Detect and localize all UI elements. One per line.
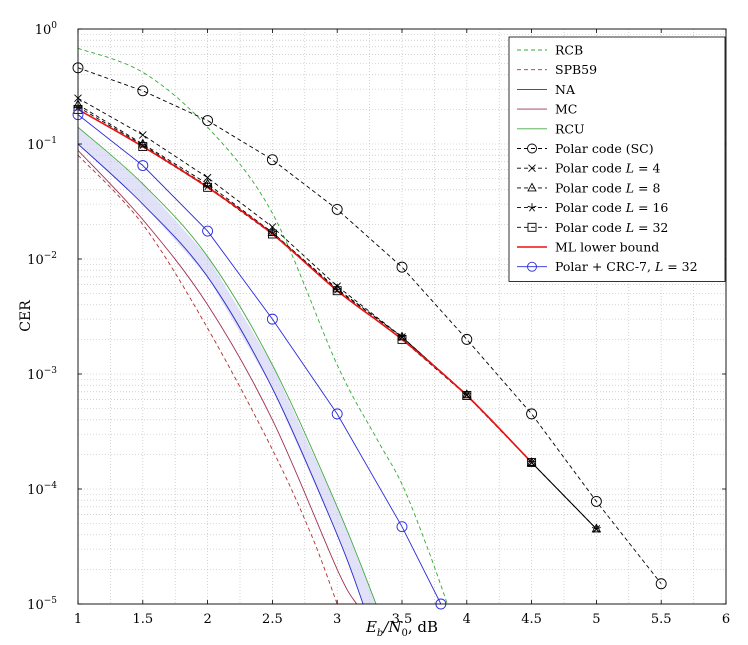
legend-label-rcb: RCB — [555, 43, 583, 58]
legend-label-rcu: RCU — [555, 121, 585, 136]
series-line-rcb — [78, 47, 448, 604]
marker-polar-code-l-32 — [527, 458, 537, 467]
marker-polar-code-l-4 — [138, 131, 147, 139]
x-axis-label: Eb/N0, dB — [365, 618, 438, 639]
x-tick-label: 5.5 — [651, 612, 672, 627]
legend-marker-polar-code-l-8 — [527, 182, 537, 192]
legend-label-polar-crc-7-l-32: Polar + CRC-7, L = 32 — [555, 259, 698, 274]
marker-polar-code-sc — [137, 85, 149, 97]
x-label-e: E — [365, 618, 377, 636]
x-label-n: /N — [381, 618, 402, 636]
marker-polar-code-sc — [655, 578, 667, 590]
marker-polar-crc-7-l-32 — [137, 160, 149, 171]
series-line-ml-lower-bound — [78, 108, 533, 464]
legend-label-polar-code-l-4: Polar code L = 4 — [555, 161, 660, 176]
marker-polar-code-l-32 — [138, 142, 148, 152]
legend-label-mc: MC — [555, 102, 577, 117]
x-tick-label: 6 — [722, 612, 730, 627]
series-line-mc — [78, 150, 358, 604]
x-tick-label: 5 — [592, 612, 600, 627]
marker-polar-code-l-32 — [267, 229, 277, 239]
marker-polar-code-l-32 — [332, 286, 342, 296]
marker-polar-crc-7-l-32 — [396, 521, 408, 533]
y-tick-label: 10−4 — [27, 481, 57, 498]
legend-label-polar-code-l-16: Polar code L = 16 — [555, 200, 668, 215]
legend-label-spb59: SPB59 — [555, 62, 597, 77]
legend-marker-polar-code-l-4 — [528, 164, 536, 173]
marker-polar-code-sc — [590, 495, 602, 507]
marker-polar-code-l-8 — [138, 138, 148, 148]
legend-label-na: NA — [555, 82, 576, 97]
marker-polar-code-sc — [331, 203, 343, 215]
marker-polar-code-l-16 — [591, 524, 601, 533]
marker-polar-code-l-16 — [397, 332, 407, 341]
marker-polar-code-l-32 — [397, 334, 407, 344]
legend-box — [508, 36, 726, 282]
x-tick-label: 2.5 — [262, 612, 283, 627]
legend-marker-polar-code-sc — [527, 143, 537, 154]
series-line-rcu — [78, 126, 377, 604]
marker-polar-code-sc — [461, 333, 473, 345]
marker-polar-code-l-16 — [527, 457, 537, 467]
tick-group — [77, 28, 727, 605]
legend-label-polar-code-l-8: Polar code L = 8 — [555, 180, 660, 195]
marker-polar-code-sc — [526, 408, 538, 420]
marker-polar-code-l-32 — [203, 182, 213, 192]
marker-polar-code-l-16 — [332, 285, 342, 294]
x-tick-label: 4 — [463, 612, 471, 627]
legend-marker-polar-code-l-32 — [527, 222, 537, 232]
legend-label-polar-code-l-32: Polar code L = 32 — [555, 220, 668, 235]
x-tick-label: 3 — [333, 612, 341, 627]
x-tick-label: 1.5 — [132, 612, 153, 627]
marker-polar-code-l-8 — [332, 283, 342, 293]
y-axis-label: CER — [18, 300, 34, 332]
x-tick-labels: 1 1.5 2 2.5 3 3.5 4 4.5 5 5.5 6 — [74, 612, 730, 627]
legend-label-ml-lower-bound: ML lower bound — [555, 240, 659, 255]
y-tick-label: 10−1 — [27, 136, 57, 153]
series-line-polar-crc-7-l-32 — [78, 114, 442, 604]
legend: RCB SPB59 NA MC RCU Polar code (SC) Polar code… — [508, 36, 726, 282]
legend-label-polar-code-sc: Polar code (SC) — [555, 141, 654, 156]
series-line-spb59 — [78, 154, 338, 604]
x-label-zero: 0 — [402, 628, 408, 639]
series-line-polar-code-l-4 — [78, 97, 597, 530]
x-tick-label: 4.5 — [521, 612, 542, 627]
legend-marker-polar-crc-7-l-32 — [527, 261, 537, 272]
y-tick-label: 10−5 — [27, 596, 57, 613]
x-tick-label: 2 — [203, 612, 211, 627]
x-tick-label: 1 — [74, 612, 82, 627]
y-tick-label: 100 — [35, 21, 58, 38]
marker-polar-crc-7-l-32 — [202, 225, 214, 237]
y-tick-labels: 100 10−1 10−2 10−3 10−4 10−5 — [27, 21, 57, 613]
marker-polar-crc-7-l-32 — [331, 408, 343, 420]
marker-polar-code-l-4 — [268, 223, 277, 231]
marker-polar-crc-7-l-32 — [266, 313, 278, 325]
marker-polar-code-l-32 — [462, 391, 472, 400]
marker-polar-code-sc — [266, 154, 278, 166]
marker-polar-code-l-16 — [203, 181, 213, 191]
series-line-polar-code-l-32-tail — [531, 462, 597, 530]
x-tick-label: 3.5 — [392, 612, 413, 627]
marker-polar-code-l-16 — [462, 390, 472, 399]
marker-polar-code-l-4 — [203, 173, 212, 182]
marker-polar-code-sc — [202, 115, 214, 126]
x-label-unit: , dB — [408, 618, 438, 636]
marker-polar-code-sc — [396, 261, 408, 273]
series-line-na — [78, 143, 364, 604]
x-label-b: b — [377, 628, 383, 639]
y-tick-label: 10−3 — [27, 366, 57, 383]
legend-marker-polar-code-l-16 — [527, 203, 537, 212]
y-tick-label: 10−2 — [27, 251, 57, 268]
